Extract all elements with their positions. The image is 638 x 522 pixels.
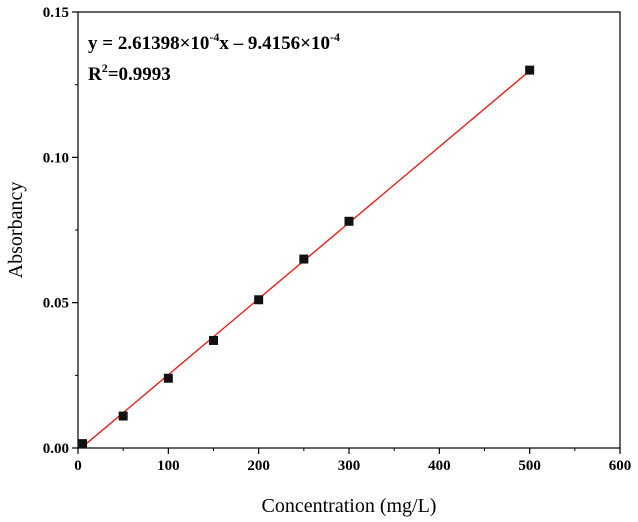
x-tick-label: 300 xyxy=(338,458,361,474)
x-tick-label: 200 xyxy=(247,458,270,474)
r-squared-value: =0.9993 xyxy=(108,64,171,85)
x-tick-label: 100 xyxy=(157,458,180,474)
y-axis-title: Absorbancy xyxy=(5,182,27,279)
x-axis-ticks: 0 100 200 300 400 500 600 xyxy=(74,448,631,474)
r-squared-base: R xyxy=(88,64,102,85)
y-tick-label: 0.00 xyxy=(43,441,69,457)
x-tick-label: 500 xyxy=(518,458,541,474)
x-tick-label: 600 xyxy=(609,458,632,474)
x-tick-label: 0 xyxy=(74,458,82,474)
x-tick-label: 400 xyxy=(428,458,451,474)
regression-equation: y = 2.61398×10-4x – 9.4156×10-4 xyxy=(88,30,340,54)
data-point xyxy=(163,373,173,383)
equation-exponent-2: -4 xyxy=(330,30,340,44)
r-squared-exponent: 2 xyxy=(102,61,108,75)
y-tick-label: 0.15 xyxy=(43,5,69,21)
equation-prefix: y = 2.61398×10 xyxy=(88,33,209,54)
x-axis-title: Concentration (mg/L) xyxy=(262,495,437,517)
equation-middle: x – 9.4156×10 xyxy=(219,33,330,54)
y-tick-label: 0.10 xyxy=(43,150,69,166)
data-point xyxy=(254,295,264,305)
equation-exponent-1: -4 xyxy=(209,30,219,44)
data-point xyxy=(299,254,309,264)
data-point xyxy=(209,335,218,345)
data-point xyxy=(344,216,354,226)
y-axis-ticks: 0.00 0.05 0.10 0.15 xyxy=(43,5,78,457)
data-point xyxy=(525,65,535,75)
data-point xyxy=(118,411,128,421)
data-point xyxy=(78,439,88,449)
r-squared: R2=0.9993 xyxy=(88,61,171,85)
data-points xyxy=(78,65,535,449)
y-tick-label: 0.05 xyxy=(43,296,69,312)
